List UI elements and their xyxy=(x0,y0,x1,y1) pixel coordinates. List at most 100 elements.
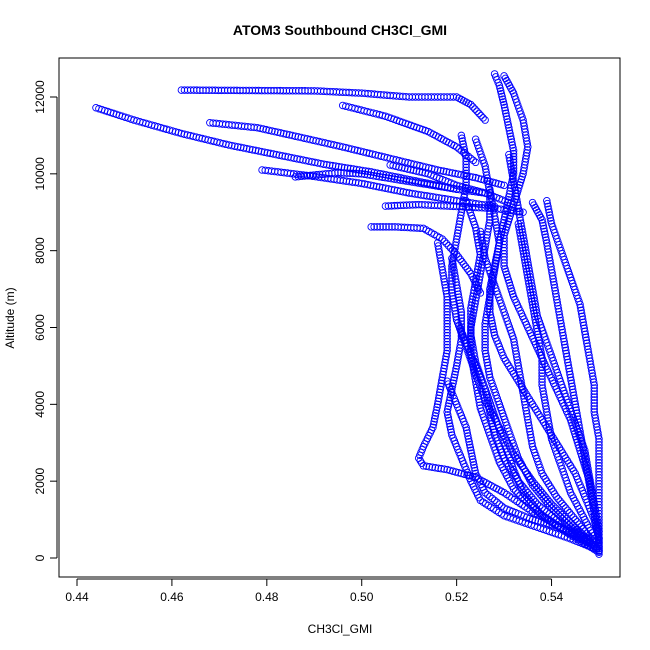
data-point xyxy=(474,238,483,247)
data-point xyxy=(457,208,466,216)
data-point xyxy=(496,84,504,92)
data-point xyxy=(328,169,336,178)
data-point xyxy=(373,223,381,231)
data-point xyxy=(524,258,532,266)
data-point xyxy=(594,524,603,532)
data-point xyxy=(419,462,428,470)
data-point xyxy=(519,116,527,124)
data-point xyxy=(426,192,434,201)
data-point xyxy=(481,343,489,352)
data-point xyxy=(525,264,533,272)
data-point xyxy=(433,403,441,411)
data-point xyxy=(575,520,583,528)
data-point xyxy=(556,316,565,325)
data-point xyxy=(540,396,549,404)
data-point xyxy=(256,124,265,133)
data-point xyxy=(449,253,458,261)
data-point xyxy=(472,229,481,238)
data-point xyxy=(543,242,552,250)
data-point xyxy=(486,290,495,298)
data-point xyxy=(403,165,412,173)
data-point xyxy=(510,180,518,189)
data-point xyxy=(498,95,507,103)
data-point xyxy=(239,144,248,152)
data-point xyxy=(487,284,496,292)
data-point xyxy=(550,513,558,522)
data-point xyxy=(540,227,549,236)
data-point xyxy=(591,511,599,519)
data-point xyxy=(491,263,499,271)
data-point xyxy=(315,137,323,146)
data-point xyxy=(591,411,599,419)
data-point xyxy=(523,255,532,263)
data-point xyxy=(388,223,396,231)
data-point xyxy=(455,293,463,301)
data-point xyxy=(505,193,513,201)
data-point xyxy=(242,144,251,153)
data-point xyxy=(468,455,477,463)
data-point xyxy=(257,147,266,156)
data-point xyxy=(590,390,599,398)
data-point xyxy=(513,195,521,204)
data-point xyxy=(461,187,469,196)
data-point xyxy=(531,303,540,311)
data-point xyxy=(548,272,557,280)
data-point xyxy=(562,346,570,355)
data-point xyxy=(461,148,469,157)
data-point xyxy=(585,481,594,489)
data-point xyxy=(481,325,489,334)
data-point xyxy=(567,379,576,388)
data-point xyxy=(436,166,445,175)
data-point xyxy=(471,280,479,289)
data-point xyxy=(443,313,451,322)
data-point xyxy=(439,272,448,280)
data-point xyxy=(443,296,451,304)
data-point xyxy=(595,479,603,488)
data-point xyxy=(570,394,578,403)
data-point xyxy=(452,362,461,370)
data-point xyxy=(408,178,416,186)
data-point xyxy=(515,210,524,219)
data-point xyxy=(526,427,534,436)
data-point xyxy=(434,397,442,406)
data-point xyxy=(481,337,489,346)
data-point xyxy=(546,429,555,437)
data-point xyxy=(509,158,518,167)
data-point xyxy=(486,411,495,419)
data-point xyxy=(442,349,451,358)
data-point xyxy=(467,328,475,336)
data-point xyxy=(457,131,466,140)
data-point xyxy=(457,314,466,322)
data-point xyxy=(514,362,523,370)
data-point xyxy=(458,134,466,143)
data-point xyxy=(518,225,526,234)
data-point xyxy=(507,135,515,144)
data-point xyxy=(509,335,518,343)
data-point xyxy=(429,181,437,190)
data-point xyxy=(590,393,599,401)
data-point xyxy=(443,301,451,310)
data-point xyxy=(520,240,529,249)
data-point xyxy=(489,425,498,434)
data-point xyxy=(517,222,526,231)
data-point xyxy=(265,126,273,135)
data-point xyxy=(470,463,479,472)
data-point xyxy=(409,166,418,175)
data-point xyxy=(538,492,546,501)
data-point xyxy=(330,141,338,149)
data-point xyxy=(549,275,557,283)
data-point xyxy=(433,166,442,174)
data-point xyxy=(528,515,537,524)
data-point xyxy=(534,517,543,525)
data-point xyxy=(464,432,472,440)
data-point xyxy=(552,293,561,301)
data-point xyxy=(474,262,483,271)
data-point xyxy=(482,313,490,322)
data-point xyxy=(513,198,522,207)
data-point xyxy=(539,221,547,230)
y-tick-label: 4000 xyxy=(33,391,47,418)
data-point xyxy=(536,342,544,351)
data-point xyxy=(544,417,553,425)
data-point xyxy=(458,202,467,211)
data-point xyxy=(458,205,466,214)
